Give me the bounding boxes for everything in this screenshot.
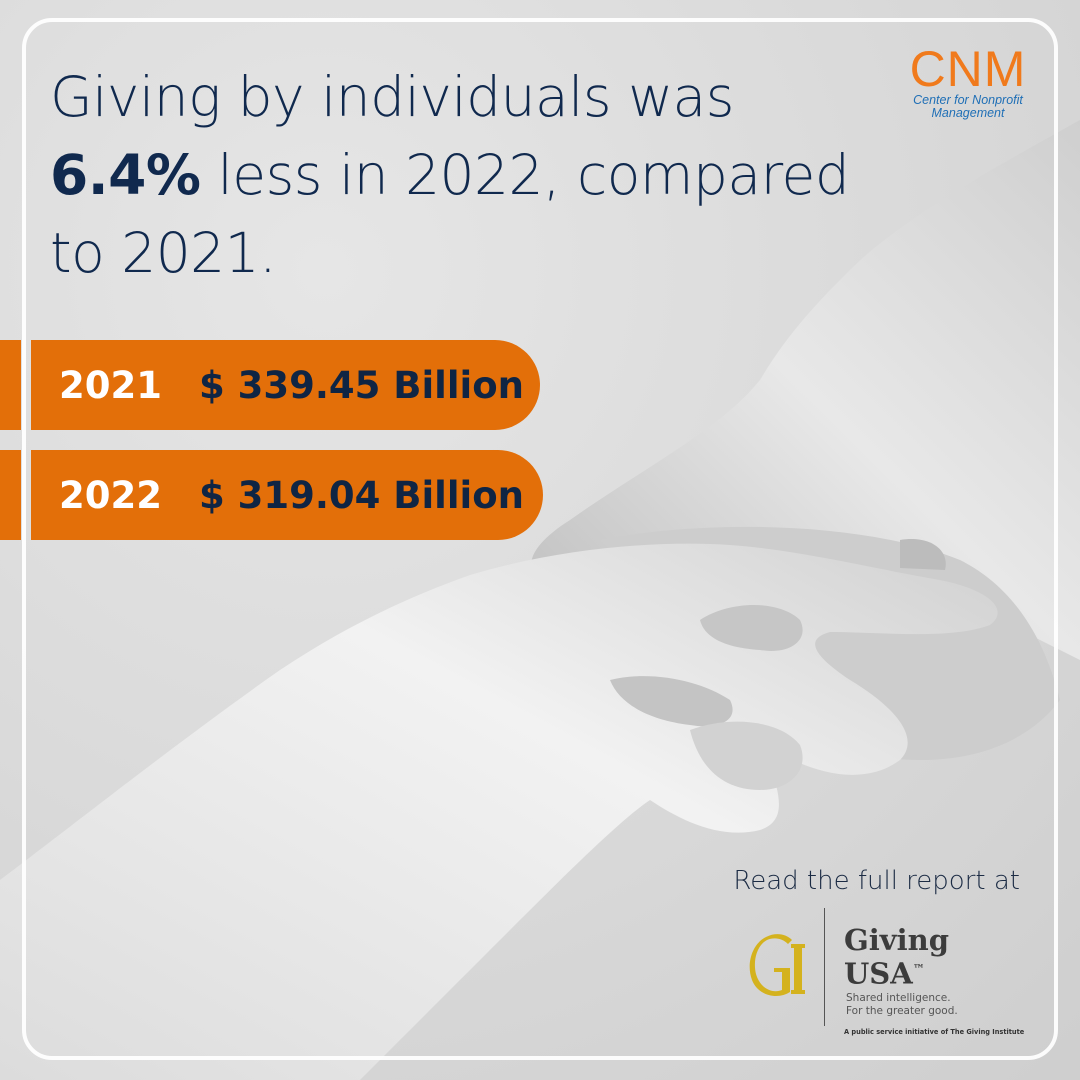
giving-usa-footer: A public service initiative of The Givin… bbox=[844, 1028, 1025, 1036]
cnm-logo-line1: Center for Nonprofit bbox=[913, 93, 1023, 107]
giving-usa-tagline: Shared intelligence. For the greater goo… bbox=[846, 992, 958, 1018]
headline-line2: less in 2022, compared bbox=[200, 143, 850, 207]
headline-line1: Giving by individuals was bbox=[50, 65, 734, 129]
stat-strip-2022 bbox=[0, 450, 21, 540]
cnm-logo-mark: CNM bbox=[909, 41, 1027, 97]
tagline-line1: Shared intelligence. bbox=[846, 992, 951, 1004]
giving-usa-logo: Giving USA™ Shared intelligence. For the… bbox=[748, 908, 1024, 1043]
tagline-line2: For the greater good. bbox=[846, 1005, 958, 1017]
giving-usa-divider bbox=[824, 908, 825, 1026]
white-frame bbox=[22, 18, 1058, 1060]
headline: Giving by individuals was 6.4% less in 2… bbox=[50, 58, 910, 292]
stat-strip-2021 bbox=[0, 340, 21, 430]
cnm-logo-line2: Management bbox=[931, 106, 1005, 120]
giving-usa-gi-icon bbox=[749, 934, 805, 996]
giving-usa-name-line2: USA bbox=[844, 956, 913, 991]
cnm-logo: CNM Center for Nonprofit Management bbox=[888, 44, 1048, 120]
stat-amount: $ 319.04 Billion bbox=[199, 473, 524, 517]
stat-amount: $ 339.45 Billion bbox=[199, 363, 524, 407]
giving-usa-name: Giving USA™ bbox=[844, 926, 949, 989]
giving-usa-name-line1: Giving bbox=[844, 923, 950, 957]
report-cta: Read the full report at bbox=[733, 866, 1020, 896]
stat-year: 2021 bbox=[59, 363, 162, 407]
stat-pill-2022: 2022 $ 319.04 Billion bbox=[31, 450, 543, 540]
headline-line3: to 2021. bbox=[50, 221, 277, 285]
headline-highlight: 6.4% bbox=[50, 143, 201, 207]
trademark-mark: ™ bbox=[912, 962, 925, 976]
stat-pill-2021: 2021 $ 339.45 Billion bbox=[31, 340, 540, 430]
stat-year: 2022 bbox=[59, 473, 162, 517]
